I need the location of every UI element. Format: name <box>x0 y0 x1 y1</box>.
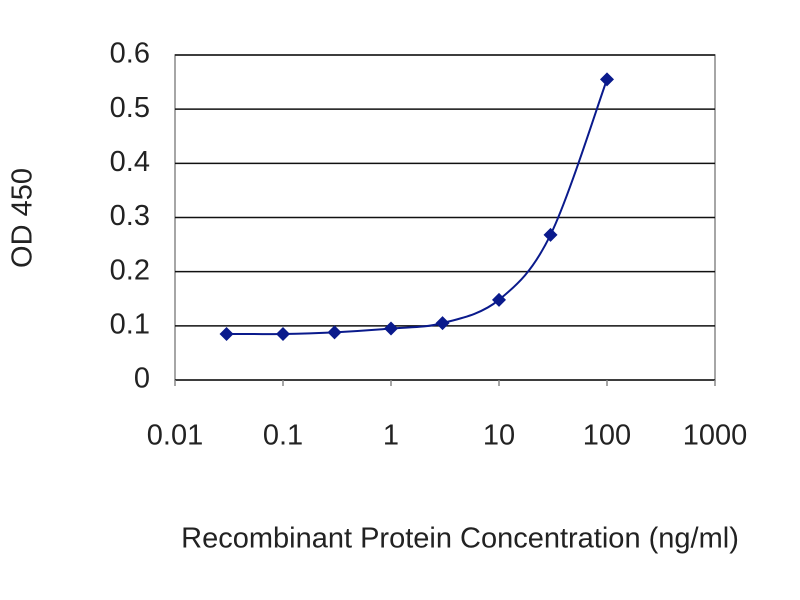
x-tick-label: 0.1 <box>263 420 303 452</box>
y-tick-label: 0.3 <box>110 200 150 232</box>
y-tick-label: 0.4 <box>110 146 150 178</box>
data-point <box>327 325 342 340</box>
y-tick-label: 0.6 <box>110 38 150 70</box>
y-tick-label: 0.2 <box>110 254 150 286</box>
y-tick-label: 0 <box>134 363 150 395</box>
data-point <box>492 292 506 307</box>
y-axis-label: OD 450 <box>7 168 39 268</box>
x-tick-label: 10 <box>483 420 515 452</box>
y-tick-label: 0.1 <box>110 308 150 340</box>
data-point <box>276 326 290 341</box>
x-tick-label: 1 <box>383 420 399 452</box>
data-point <box>435 316 450 331</box>
data-point <box>543 227 558 242</box>
x-tick-label: 0.01 <box>147 420 203 452</box>
data-point <box>384 321 398 336</box>
data-point <box>600 72 614 87</box>
x-tick-label: 1000 <box>683 420 748 452</box>
x-axis-label: Recombinant Protein Concentration (ng/ml… <box>181 523 739 555</box>
x-tick-label: 100 <box>583 420 631 452</box>
data-point <box>219 326 234 341</box>
y-tick-label: 0.5 <box>110 92 150 124</box>
